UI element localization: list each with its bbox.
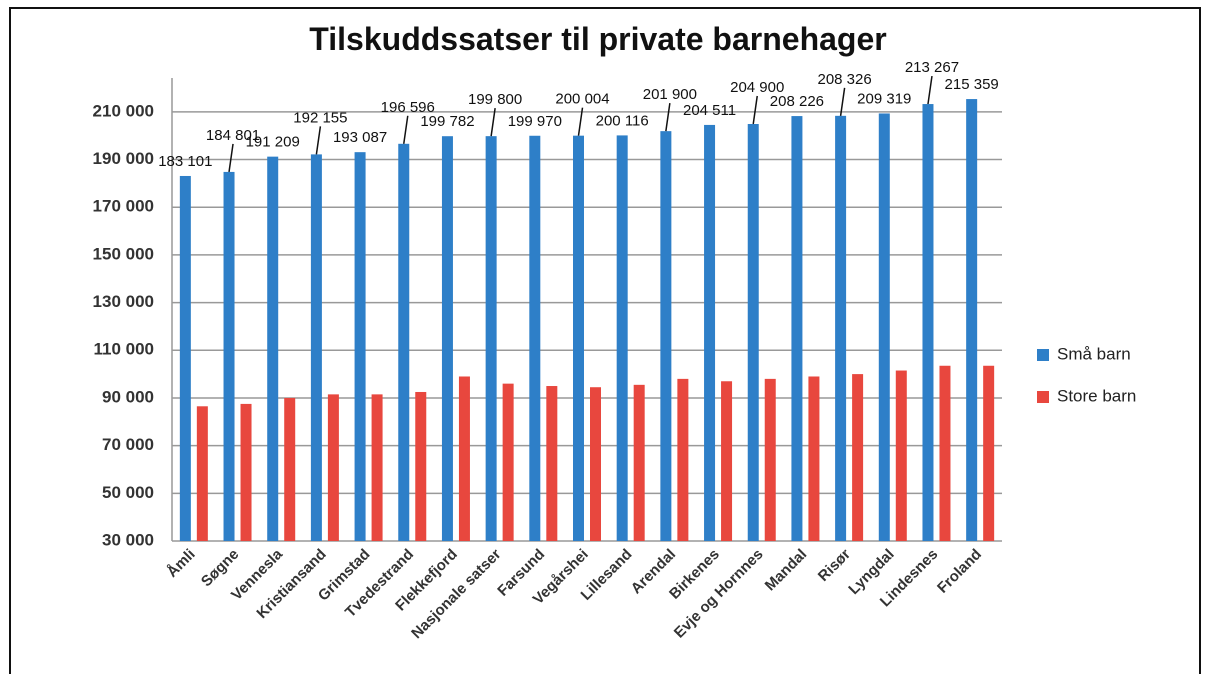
bar [764, 378, 776, 541]
value-label: 208 326 [817, 71, 871, 88]
bar [196, 406, 208, 541]
leader-line [927, 75, 933, 105]
value-label: 201 900 [643, 86, 697, 103]
x-tick-label: Åmli [164, 546, 199, 581]
bar [371, 394, 383, 541]
leader-line [228, 143, 234, 173]
x-tick-label: Mandal [762, 546, 811, 595]
value-label: 193 087 [333, 129, 387, 146]
bar [939, 365, 951, 541]
bar [983, 365, 995, 541]
value-label: 215 359 [945, 76, 999, 93]
value-label: 199 782 [420, 113, 474, 130]
bar [284, 397, 296, 541]
bar [677, 378, 689, 541]
bar [179, 175, 191, 542]
leader-line [315, 126, 322, 155]
value-label: 200 116 [596, 112, 649, 129]
leader-line [490, 108, 496, 137]
value-label: 191 209 [246, 134, 300, 151]
bar [808, 376, 820, 541]
y-tick-label: 110 000 [93, 340, 154, 359]
value-label: 184 801 [206, 127, 260, 144]
bar [398, 143, 410, 542]
bar [747, 124, 759, 541]
y-tick-label: 50 000 [102, 483, 154, 502]
y-tick-label: 70 000 [102, 435, 154, 454]
y-tick-label: 150 000 [93, 244, 154, 263]
value-label: 209 319 [857, 90, 911, 107]
bar [835, 115, 847, 541]
bar [852, 374, 864, 541]
y-tick-label: 30 000 [102, 530, 154, 549]
bar [502, 383, 514, 541]
bar [546, 386, 558, 541]
leader-line [403, 115, 409, 144]
value-label: 208 226 [770, 93, 824, 110]
bar [791, 116, 803, 542]
value-label: 213 267 [905, 59, 959, 76]
value-label: 199 800 [468, 91, 522, 108]
y-tick-label: 90 000 [102, 387, 154, 406]
bar [704, 124, 716, 541]
bar [573, 135, 584, 541]
bar [223, 171, 235, 542]
bar [485, 136, 497, 541]
bar [240, 403, 252, 541]
value-label: 196 596 [381, 99, 435, 116]
value-label: 183 101 [158, 153, 212, 170]
y-tick-label: 130 000 [93, 292, 154, 311]
y-tick-label: 210 000 [93, 101, 154, 120]
bar [660, 131, 672, 541]
value-label: 204 511 [683, 102, 736, 119]
bar [590, 387, 601, 541]
legend-label: Store barn [1057, 386, 1136, 405]
bar [878, 113, 890, 541]
y-tick-label: 190 000 [93, 149, 154, 168]
bar [966, 99, 978, 541]
leader-line [752, 95, 758, 125]
legend-swatch [1037, 391, 1049, 403]
legend-label: Små barn [1057, 344, 1131, 363]
bar [327, 394, 339, 541]
legend-swatch [1037, 349, 1049, 361]
value-label: 204 900 [730, 79, 784, 96]
frame [9, 7, 1201, 674]
x-tick-label: Risør [815, 546, 854, 585]
bar [616, 135, 628, 541]
bar [310, 154, 322, 541]
bar [458, 376, 470, 541]
leader-line [839, 87, 846, 116]
bar [721, 381, 733, 541]
value-label: 199 970 [508, 113, 562, 130]
chart-title: Tilskuddssatser til private barnehager [309, 21, 886, 57]
bar [633, 384, 645, 541]
y-tick-label: 170 000 [93, 197, 154, 216]
bar [267, 156, 279, 541]
bar [922, 104, 934, 541]
value-label: 200 004 [555, 91, 609, 108]
leader-line [665, 103, 671, 132]
bar [354, 152, 366, 541]
value-label: 192 155 [293, 109, 347, 126]
bar [415, 391, 427, 541]
x-tick-label: Froland [934, 546, 985, 597]
bar [529, 135, 541, 541]
bar [895, 370, 907, 541]
bar [441, 136, 453, 541]
leader-line [577, 107, 584, 136]
